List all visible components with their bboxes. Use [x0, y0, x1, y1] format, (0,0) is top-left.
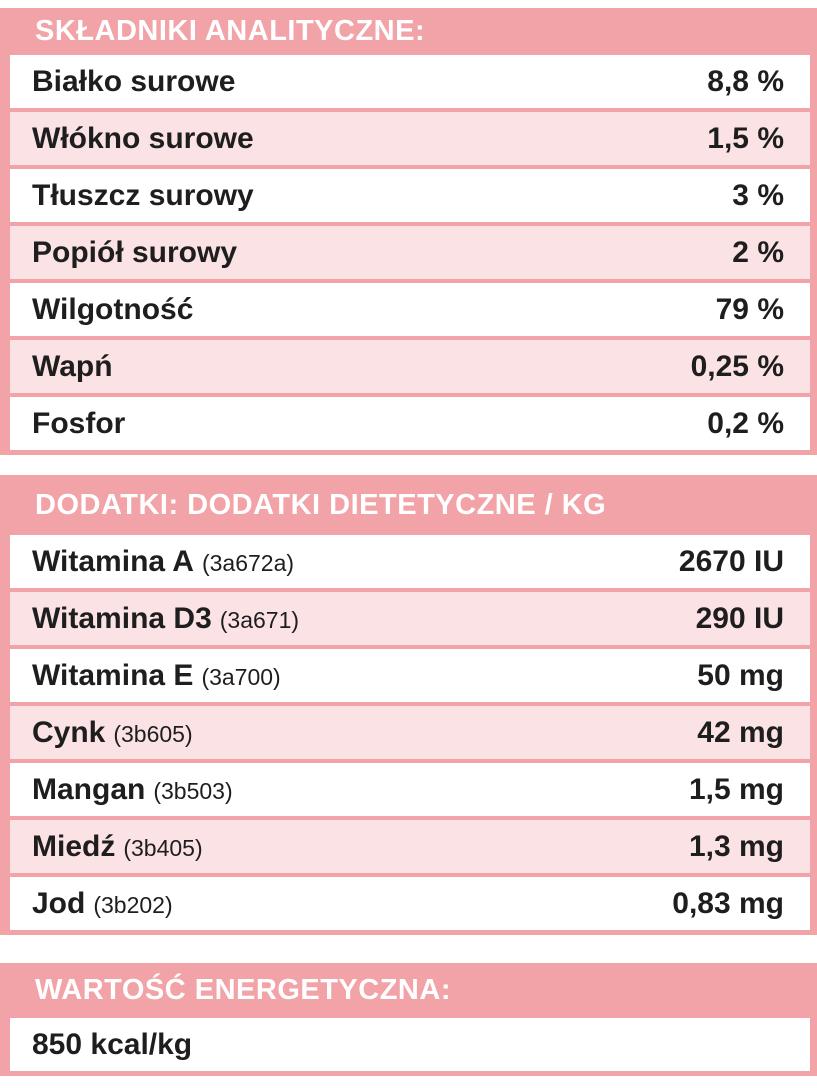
energy-value-text: 850 kcal/kg [32, 1028, 192, 1062]
row-label: Mangan (3b503) [32, 773, 233, 807]
table-row: Tłuszcz surowy 3 % [10, 169, 810, 222]
row-value: 1,5 mg [688, 772, 784, 806]
row-label: Miedź (3b405) [32, 830, 203, 864]
additives-rows: Witamina A (3a672a) 2670 IU Witamina D3 (3… [10, 535, 810, 930]
row-label: Wapń [32, 350, 113, 384]
additive-code: (3a672a) [201, 549, 295, 576]
row-value: 2 % [732, 235, 784, 269]
additive-name: Mangan [32, 772, 146, 806]
section-title-analytical: SKŁADNIKI ANALITYCZNE: [35, 15, 426, 47]
energy-amount: 850 kcal/kg [32, 1027, 193, 1061]
additive-code: (3b503) [153, 777, 233, 804]
table-row: Wapń 0,25 % [10, 340, 810, 393]
table-row: Cynk (3b605) 42 mg [10, 706, 810, 759]
additive-code: (3b405) [123, 834, 203, 861]
table-row: 850 kcal/kg [10, 1018, 810, 1071]
table-row: Miedź (3b405) 1,3 mg [10, 820, 810, 873]
row-value: 79 % [715, 292, 784, 326]
row-value: 1,3 mg [688, 829, 784, 863]
row-value: 290 IU [695, 601, 784, 635]
row-label: Popiół surowy [32, 236, 237, 270]
ingredient-name: Tłuszcz surowy [32, 178, 254, 212]
ingredient-name: Wapń [32, 349, 113, 383]
ingredient-name: Białko surowe [32, 64, 236, 98]
table-row: Fosfor 0,2 % [10, 397, 810, 450]
table-row: Włókno surowe 1,5 % [10, 112, 810, 165]
additive-code: (3b605) [113, 720, 193, 747]
row-value: 0,2 % [707, 406, 784, 440]
row-label: Witamina D3 (3a671) [32, 602, 299, 636]
row-label: Witamina A (3a672a) [32, 545, 294, 579]
additive-name: Cynk [32, 715, 106, 749]
table-row: Popiół surowy 2 % [10, 226, 810, 279]
ingredient-name: Włókno surowe [32, 121, 254, 155]
energy-rows: 850 kcal/kg [10, 1018, 810, 1071]
section-title-additives: DODATKI: DODATKI DIETETYCZNE / KG [35, 488, 607, 521]
row-label: Białko surowe [32, 65, 235, 99]
additive-code: (3b202) [93, 891, 173, 918]
additive-name: Witamina E [32, 658, 194, 692]
analytical-rows: Białko surowe 8,8 % Włókno surowe 1,5 % … [10, 55, 810, 450]
table-row: Mangan (3b503) 1,5 mg [10, 763, 810, 816]
row-label: Tłuszcz surowy [32, 179, 254, 213]
row-label: Witamina E (3a700) [32, 659, 281, 693]
row-label: Fosfor [32, 407, 125, 441]
ingredient-name: Popiół surowy [32, 235, 238, 269]
additive-name: Witamina D3 [32, 601, 212, 635]
table-row: Jod (3b202) 0,83 mg [10, 877, 810, 930]
row-value: 2670 IU [678, 544, 784, 578]
row-value: 1,5 % [707, 121, 784, 155]
table-row: Witamina D3 (3a671) 290 IU [10, 592, 810, 645]
row-label: Cynk (3b605) [32, 716, 193, 750]
row-value: 0,25 % [690, 349, 784, 383]
table-row: Białko surowe 8,8 % [10, 55, 810, 108]
row-value: 8,8 % [707, 64, 784, 98]
row-value: 3 % [732, 178, 784, 212]
ingredient-name: Fosfor [32, 406, 126, 440]
section-title-energy: WARTOŚĆ ENERGETYCZNA: [35, 974, 451, 1006]
row-value: 42 mg [697, 715, 784, 749]
row-label: Jod (3b202) [32, 887, 173, 921]
additive-name: Miedź [32, 829, 116, 863]
additive-code: (3a671) [219, 606, 300, 633]
additive-name: Jod [32, 886, 86, 920]
row-value: 50 mg [697, 658, 784, 692]
additive-name: Witamina A [32, 544, 194, 578]
additive-code: (3a700) [201, 663, 281, 690]
table-row: Witamina A (3a672a) 2670 IU [10, 535, 810, 588]
row-label: Wilgotność [32, 293, 193, 327]
ingredient-name: Wilgotność [32, 292, 194, 326]
section-energy-value: WARTOŚĆ ENERGETYCZNA: 850 kcal/kg [0, 963, 817, 1076]
nutrition-label-sheet: SKŁADNIKI ANALITYCZNE: Białko surowe 8,8… [0, 8, 817, 1088]
table-row: Wilgotność 79 % [10, 283, 810, 336]
table-row: Witamina E (3a700) 50 mg [10, 649, 810, 702]
section-analytical-constituents: SKŁADNIKI ANALITYCZNE: Białko surowe 8,8… [0, 8, 817, 455]
row-value: 0,83 mg [672, 886, 784, 920]
row-label: Włókno surowe [32, 122, 254, 156]
section-dietary-additives: DODATKI: DODATKI DIETETYCZNE / KG Witami… [0, 475, 817, 935]
